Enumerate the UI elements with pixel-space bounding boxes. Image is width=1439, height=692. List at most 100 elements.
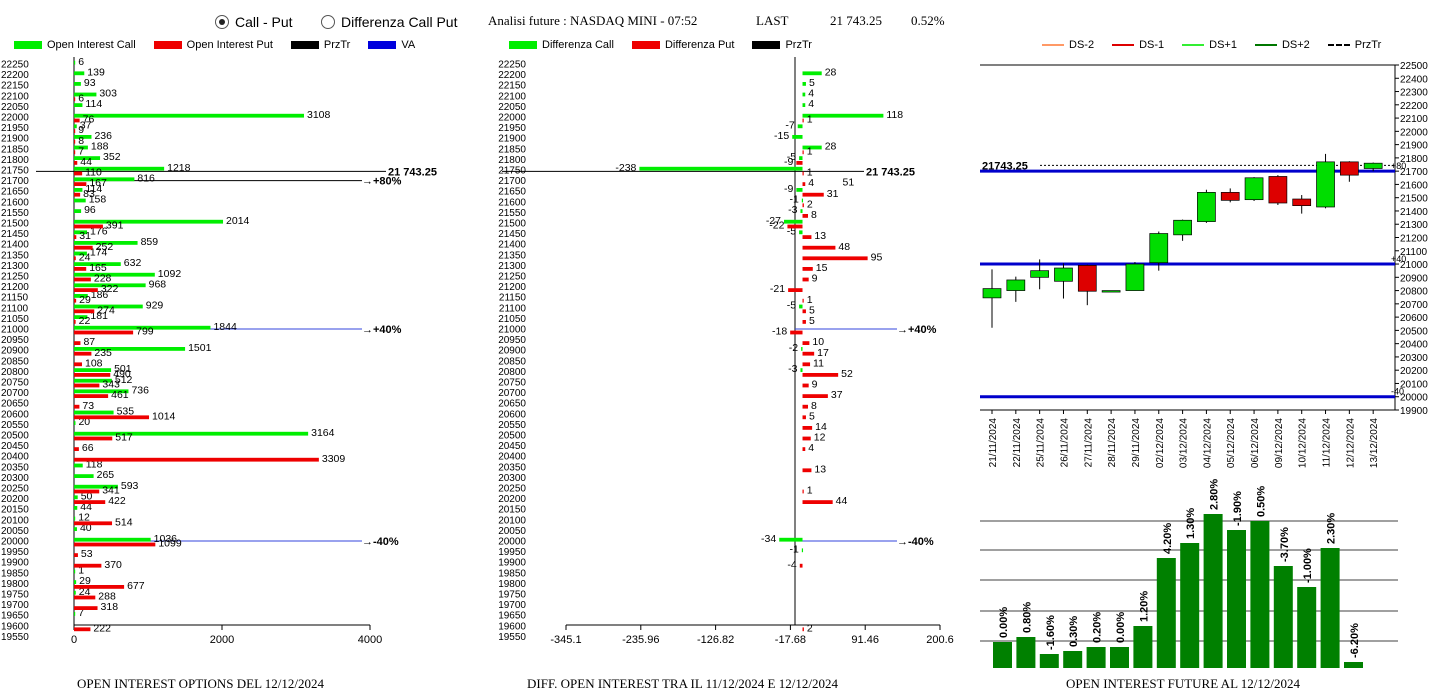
bar-call — [74, 590, 76, 595]
strike-label: 20650 — [498, 399, 526, 410]
radio-selected-icon[interactable] — [215, 15, 229, 29]
bar-put — [802, 267, 813, 271]
bar-put — [802, 426, 813, 430]
bar-call — [74, 474, 94, 478]
bar-call — [74, 272, 155, 277]
future-bar — [1320, 548, 1340, 668]
bar-call — [802, 103, 806, 107]
bar-call — [797, 124, 803, 129]
bar-value-label: 66 — [82, 442, 94, 454]
bar-value-label: 9 — [812, 273, 818, 285]
strike-label: 20850 — [1, 356, 29, 367]
bar-call — [74, 315, 88, 319]
y-tick-label: 22000 — [1400, 127, 1428, 138]
strike-label: 19750 — [1, 590, 29, 601]
legend-right-swatch-0 — [1042, 44, 1064, 46]
strike-label: 21850 — [1, 144, 29, 155]
strike-label: 21650 — [498, 187, 526, 198]
bar-call — [74, 431, 309, 436]
bar-put — [802, 277, 809, 282]
bar-value-label: 95 — [871, 251, 883, 263]
bar-value-label: 514 — [115, 516, 133, 528]
extra-value-label: 51 — [843, 177, 855, 189]
bar-call — [74, 251, 87, 256]
bar-value-label: 44 — [80, 156, 92, 168]
strike-label: 21250 — [498, 272, 526, 283]
bar-put — [74, 585, 125, 589]
bar-value-label: 165 — [89, 262, 107, 274]
bar-value-label: 87 — [83, 336, 95, 348]
candle-body — [1125, 263, 1145, 291]
bar-call — [801, 548, 804, 553]
strike-label: 20750 — [498, 378, 526, 389]
bar-put — [74, 171, 83, 176]
bar-call — [74, 421, 76, 425]
bar-value-label: 341 — [102, 485, 120, 497]
bar-value-label: 14 — [815, 421, 827, 433]
bar-value-label: 1 — [807, 145, 813, 157]
bar-put — [74, 563, 102, 568]
bar-value-label: 222 — [93, 622, 111, 634]
legend-right-item-0: DS-2 — [1042, 39, 1094, 51]
bar-value-label: 274 — [97, 304, 115, 316]
strike-label: 20500 — [1, 431, 29, 442]
radio-diff[interactable]: Differenza Call Put — [321, 14, 457, 30]
strike-label: 21050 — [498, 314, 526, 325]
bar-put — [802, 415, 806, 420]
bar-put — [802, 320, 806, 324]
bar-put — [802, 245, 836, 250]
bar-call — [74, 506, 78, 510]
bar-value-label: 3108 — [307, 109, 331, 121]
future-bar-label: -6.20% — [1349, 623, 1361, 658]
radio-call-put[interactable]: Call - Put — [215, 14, 293, 30]
bar-put — [74, 394, 109, 398]
bar-put — [74, 330, 134, 335]
strike-label: 20900 — [1, 346, 29, 357]
bar-value-label: 48 — [838, 241, 850, 253]
strike-label: 20350 — [1, 462, 29, 473]
y-tick-label: 21200 — [1400, 234, 1428, 245]
bar-put — [74, 351, 92, 356]
strike-label: 21750 — [1, 166, 29, 177]
bar-put — [788, 288, 803, 292]
bar-value-label: -3 — [788, 363, 797, 375]
bar-value-label: -238 — [615, 162, 636, 174]
bar-put — [74, 595, 96, 600]
legend-left-label-0: Open Interest Call — [47, 39, 136, 51]
candle-body — [1077, 265, 1097, 292]
bar-value-label: 10 — [812, 336, 824, 348]
bar-value-label: 799 — [136, 326, 154, 338]
bar-call — [74, 569, 76, 574]
bar-call — [74, 389, 129, 394]
legend-left-item-0: Open Interest Call — [14, 39, 136, 51]
bar-value-label: 318 — [101, 601, 119, 613]
bar-call — [74, 135, 92, 139]
bar-put — [802, 171, 804, 176]
bar-value-label: 1014 — [152, 410, 176, 422]
future-bar — [993, 642, 1012, 668]
bar-value-label: 265 — [97, 469, 115, 481]
strike-label: 21150 — [499, 293, 527, 304]
strike-label: 20950 — [498, 335, 526, 346]
future-bar — [1063, 651, 1083, 668]
bar-put — [802, 203, 804, 208]
bar-put — [802, 468, 812, 473]
y-tick-label: 21300 — [1400, 220, 1428, 231]
bar-put — [796, 161, 803, 165]
bar-value-label: 4 — [808, 88, 814, 100]
bar-put — [74, 245, 93, 250]
bar-value-label: 8 — [811, 209, 817, 221]
strike-label: 22100 — [498, 91, 526, 102]
candle-body — [1030, 270, 1049, 278]
strike-label: 19600 — [498, 621, 526, 632]
strike-label: 22250 — [498, 60, 526, 71]
radio-unselected-icon[interactable] — [321, 15, 335, 29]
future-bar — [1344, 662, 1363, 668]
strike-label: 20700 — [498, 388, 526, 399]
strike-label: 20200 — [1, 494, 29, 505]
bar-put — [802, 298, 804, 303]
bar-call — [74, 60, 76, 65]
bar-call — [74, 484, 118, 489]
bar-value-label: 5 — [809, 315, 815, 327]
legend-left-item-3: VA — [368, 39, 415, 51]
